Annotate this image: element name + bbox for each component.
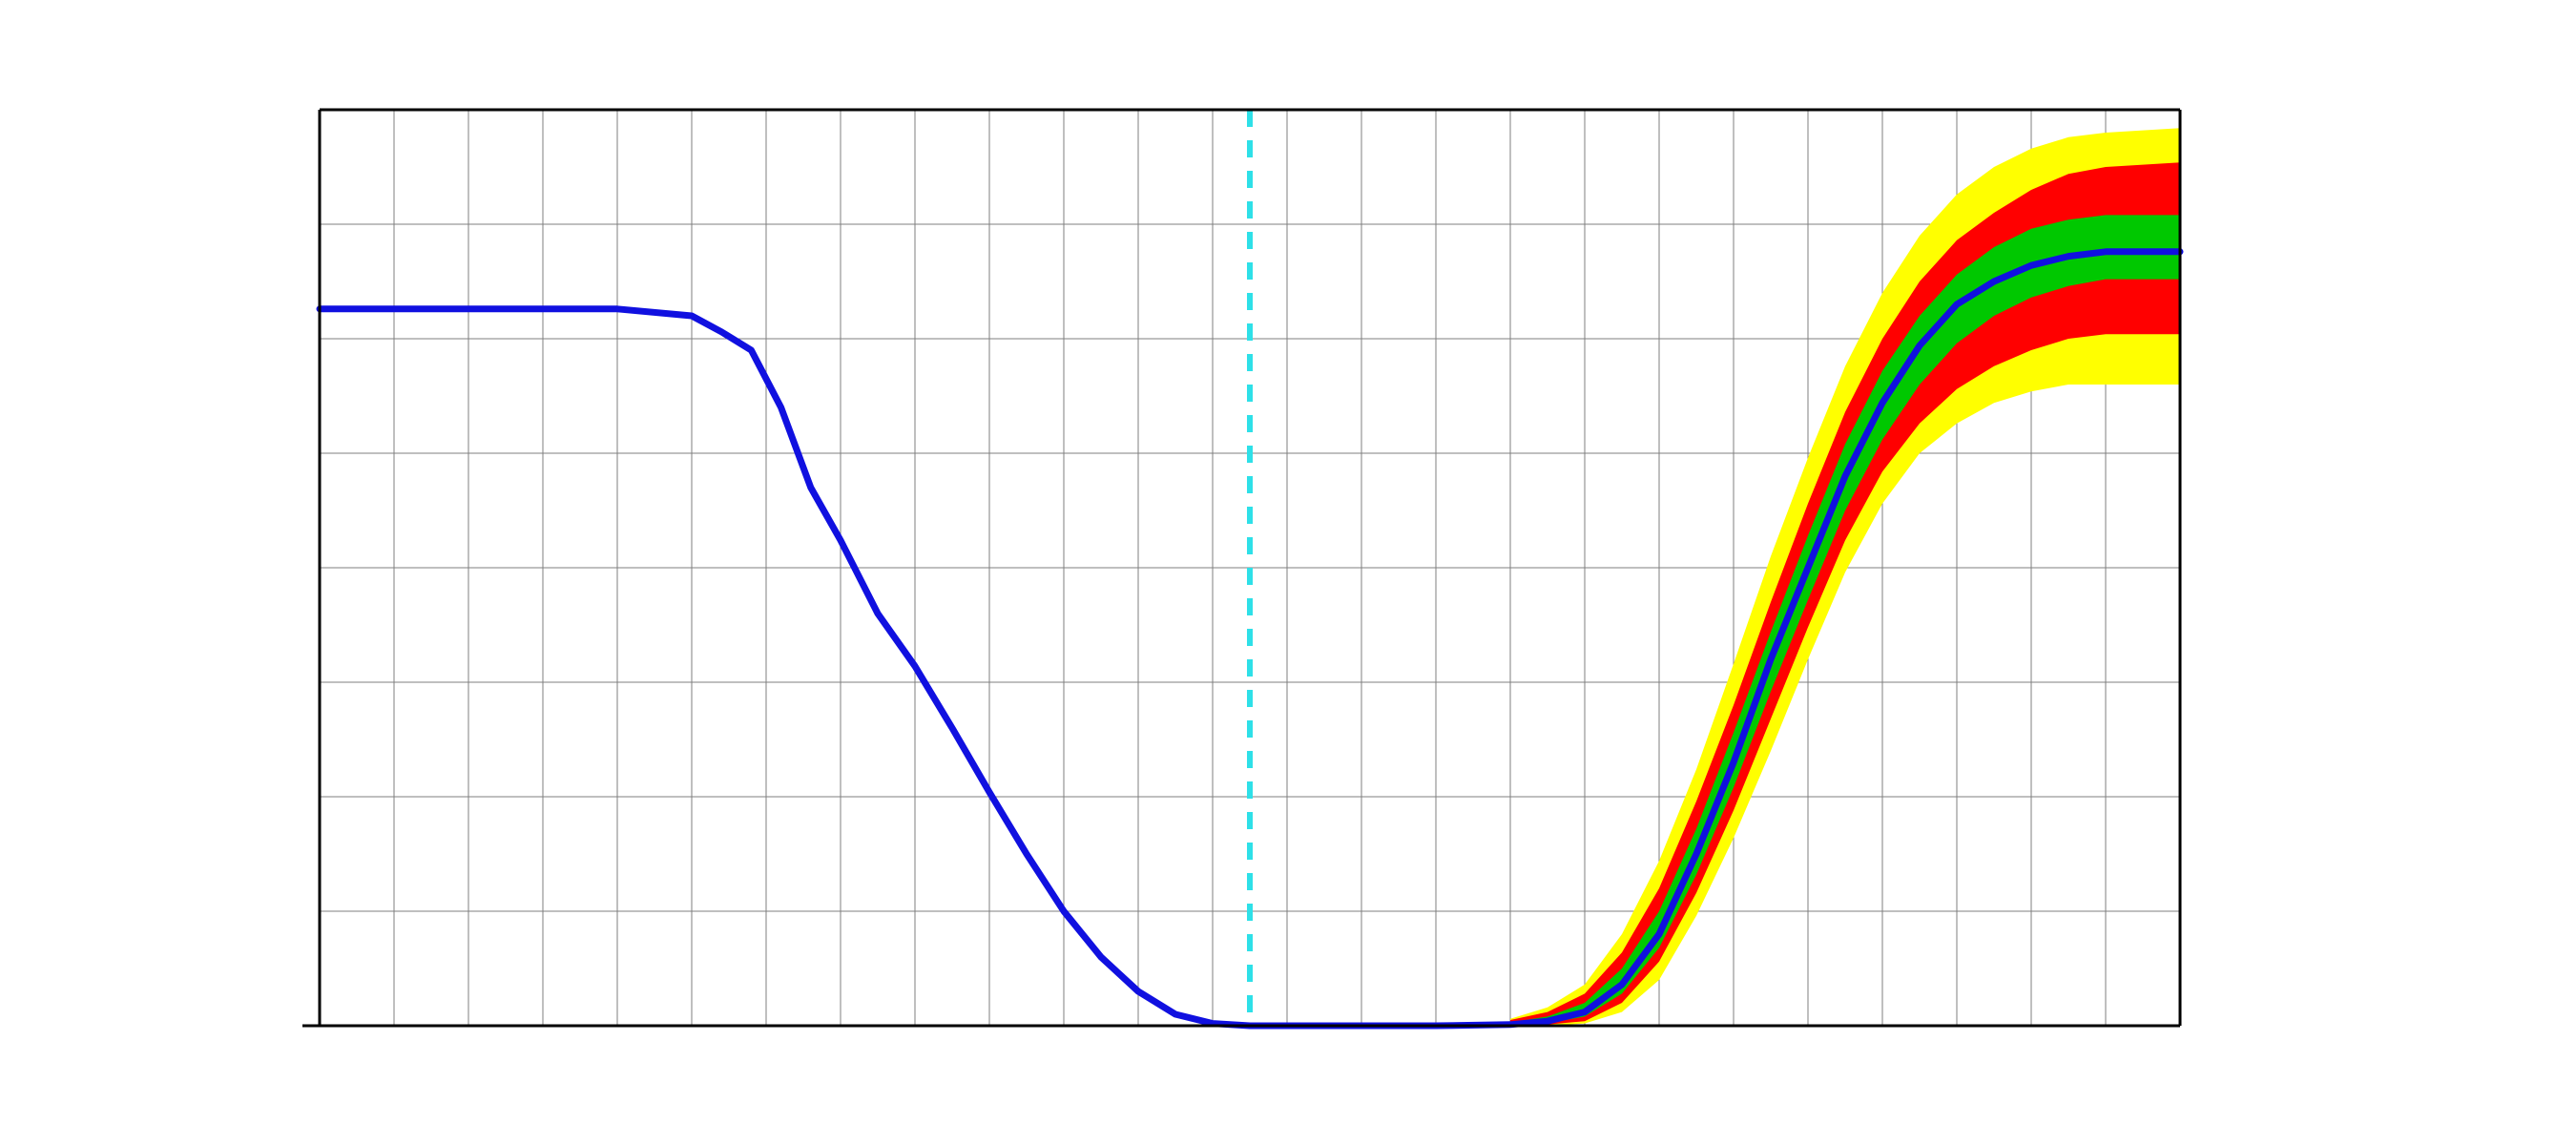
chart-bg <box>0 0 2576 1145</box>
chart-svg <box>0 0 2576 1145</box>
